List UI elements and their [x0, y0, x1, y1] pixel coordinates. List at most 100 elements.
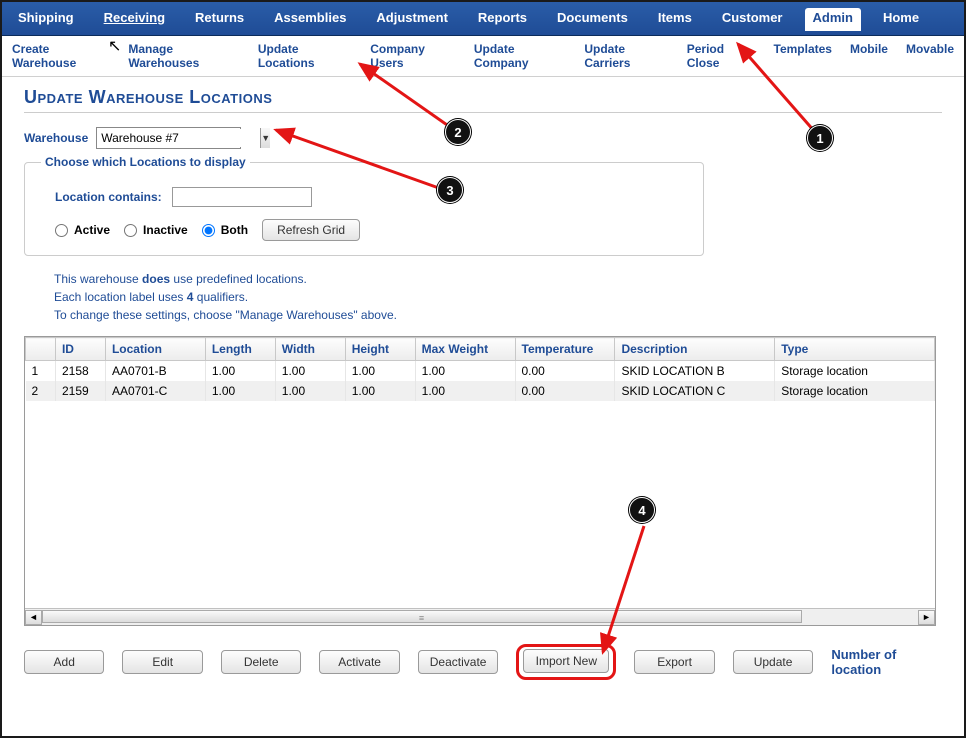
location-contains-input[interactable]: [172, 187, 312, 207]
info-text: This warehouse: [54, 272, 142, 286]
table-cell: 1.00: [415, 381, 515, 401]
scroll-thumb[interactable]: ≡: [42, 610, 802, 623]
filter-legend: Choose which Locations to display: [41, 155, 250, 169]
add-button[interactable]: Add: [24, 650, 104, 674]
column-header-temperature[interactable]: Temperature: [515, 338, 615, 361]
info-text: Each location label uses: [54, 290, 187, 304]
table-cell: 2158: [55, 361, 105, 382]
column-header-description[interactable]: Description: [615, 338, 775, 361]
topnav-item-receiving[interactable]: Receiving: [96, 8, 173, 31]
locations-grid: IDLocationLengthWidthHeightMax WeightTem…: [24, 336, 936, 626]
subnav-item-update-locations[interactable]: Update Locations: [258, 42, 352, 70]
action-button-row: Add Edit Delete Activate Deactivate Import Ne…: [24, 644, 942, 680]
update-button[interactable]: Update: [733, 650, 813, 674]
topnav-item-reports[interactable]: Reports: [470, 8, 535, 31]
table-cell: 2159: [55, 381, 105, 401]
column-header-type[interactable]: Type: [775, 338, 935, 361]
column-header-length[interactable]: Length: [205, 338, 275, 361]
topnav-item-shipping[interactable]: Shipping: [10, 8, 82, 31]
warehouse-label: Warehouse: [24, 131, 88, 145]
locations-table: IDLocationLengthWidthHeightMax WeightTem…: [25, 337, 935, 401]
topnav-item-admin[interactable]: Admin: [805, 8, 861, 31]
column-header-id[interactable]: ID: [55, 338, 105, 361]
table-row[interactable]: 12158AA0701-B1.001.001.001.000.00SKID LO…: [26, 361, 935, 382]
table-cell: 0.00: [515, 381, 615, 401]
status-radio-label-both: Both: [221, 223, 248, 237]
filter-fieldset: Choose which Locations to display Locati…: [24, 155, 704, 256]
info-text: qualifiers.: [193, 290, 248, 304]
warehouse-info-text: This warehouse does use predefined locat…: [54, 270, 942, 324]
table-cell: SKID LOCATION B: [615, 361, 775, 382]
table-cell: Storage location: [775, 361, 935, 382]
page-body: Update Warehouse Locations Warehouse ▼ C…: [2, 77, 964, 690]
subnav-item-update-company[interactable]: Update Company: [474, 42, 567, 70]
status-radio-label-active: Active: [74, 223, 110, 237]
status-radio-both[interactable]: [202, 224, 215, 237]
topnav-item-assemblies[interactable]: Assemblies: [266, 8, 354, 31]
column-header-height[interactable]: Height: [345, 338, 415, 361]
column-header-rownum[interactable]: [26, 338, 56, 361]
subnav-item-manage-warehouses[interactable]: Manage Warehouses: [128, 42, 239, 70]
table-cell: Storage location: [775, 381, 935, 401]
topnav-item-items[interactable]: Items: [650, 8, 700, 31]
topnav-item-customer[interactable]: Customer: [714, 8, 791, 31]
warehouse-dropdown-button[interactable]: ▼: [260, 128, 270, 148]
subnav-item-create-warehouse[interactable]: Create Warehouse: [12, 42, 110, 70]
export-button[interactable]: Export: [634, 650, 714, 674]
delete-button[interactable]: Delete: [221, 650, 301, 674]
scroll-left-arrow[interactable]: ◄: [25, 610, 42, 625]
subnav-item-templates[interactable]: Templates: [774, 42, 832, 70]
status-radio-active[interactable]: [55, 224, 68, 237]
refresh-grid-button[interactable]: Refresh Grid: [262, 219, 360, 241]
top-nav: Shipping Receiving Returns Assemblies Adjust…: [2, 2, 964, 36]
subnav-item-update-carriers[interactable]: Update Carriers: [584, 42, 668, 70]
status-radio-inactive[interactable]: [124, 224, 137, 237]
subnav-item-company-users[interactable]: Company Users: [370, 42, 456, 70]
info-text: To change these settings, choose "Manage…: [54, 306, 942, 324]
sub-nav: Create Warehouse Manage Warehouses Update …: [2, 36, 964, 77]
table-cell: 1: [26, 361, 56, 382]
table-cell: 1.00: [275, 381, 345, 401]
info-bold: does: [142, 272, 170, 286]
topnav-item-returns[interactable]: Returns: [187, 8, 252, 31]
column-header-max-weight[interactable]: Max Weight: [415, 338, 515, 361]
table-cell: SKID LOCATION C: [615, 381, 775, 401]
table-cell: AA0701-B: [105, 361, 205, 382]
table-cell: 1.00: [205, 361, 275, 382]
topnav-item-home[interactable]: Home: [875, 8, 927, 31]
highlight-box: Import New: [516, 644, 616, 680]
subnav-item-mobile[interactable]: Mobile: [850, 42, 888, 70]
info-text: use predefined locations.: [170, 272, 307, 286]
page-title: Update Warehouse Locations: [24, 87, 942, 113]
subnav-item-movable[interactable]: Movable: [906, 42, 954, 70]
scroll-track[interactable]: ≡: [42, 610, 918, 625]
warehouse-select[interactable]: ▼: [96, 127, 241, 149]
table-row[interactable]: 22159AA0701-C1.001.001.001.000.00SKID LO…: [26, 381, 935, 401]
deactivate-button[interactable]: Deactivate: [418, 650, 498, 674]
subnav-item-period-close[interactable]: Period Close: [687, 42, 756, 70]
table-cell: 1.00: [205, 381, 275, 401]
activate-button[interactable]: Activate: [319, 650, 399, 674]
table-cell: 2: [26, 381, 56, 401]
table-cell: AA0701-C: [105, 381, 205, 401]
horizontal-scrollbar[interactable]: ◄ ≡ ►: [25, 608, 935, 625]
topnav-item-adjustment[interactable]: Adjustment: [368, 8, 456, 31]
table-cell: 1.00: [345, 361, 415, 382]
column-header-location[interactable]: Location: [105, 338, 205, 361]
table-cell: 1.00: [275, 361, 345, 382]
scroll-right-arrow[interactable]: ►: [918, 610, 935, 625]
warehouse-selector-row: Warehouse ▼: [24, 127, 942, 149]
topnav-item-documents[interactable]: Documents: [549, 8, 636, 31]
import-new-button[interactable]: Import New: [523, 649, 609, 673]
location-contains-label: Location contains:: [55, 190, 162, 204]
status-radio-label-inactive: Inactive: [143, 223, 188, 237]
warehouse-select-input[interactable]: [97, 129, 260, 147]
edit-button[interactable]: Edit: [122, 650, 202, 674]
number-of-locations-label: Number of location: [831, 647, 942, 677]
table-cell: 1.00: [415, 361, 515, 382]
table-cell: 0.00: [515, 361, 615, 382]
location-contains-row: Location contains:: [55, 187, 687, 207]
column-header-width[interactable]: Width: [275, 338, 345, 361]
table-cell: 1.00: [345, 381, 415, 401]
status-radio-row: Active Inactive Both Refresh Grid: [55, 219, 687, 241]
